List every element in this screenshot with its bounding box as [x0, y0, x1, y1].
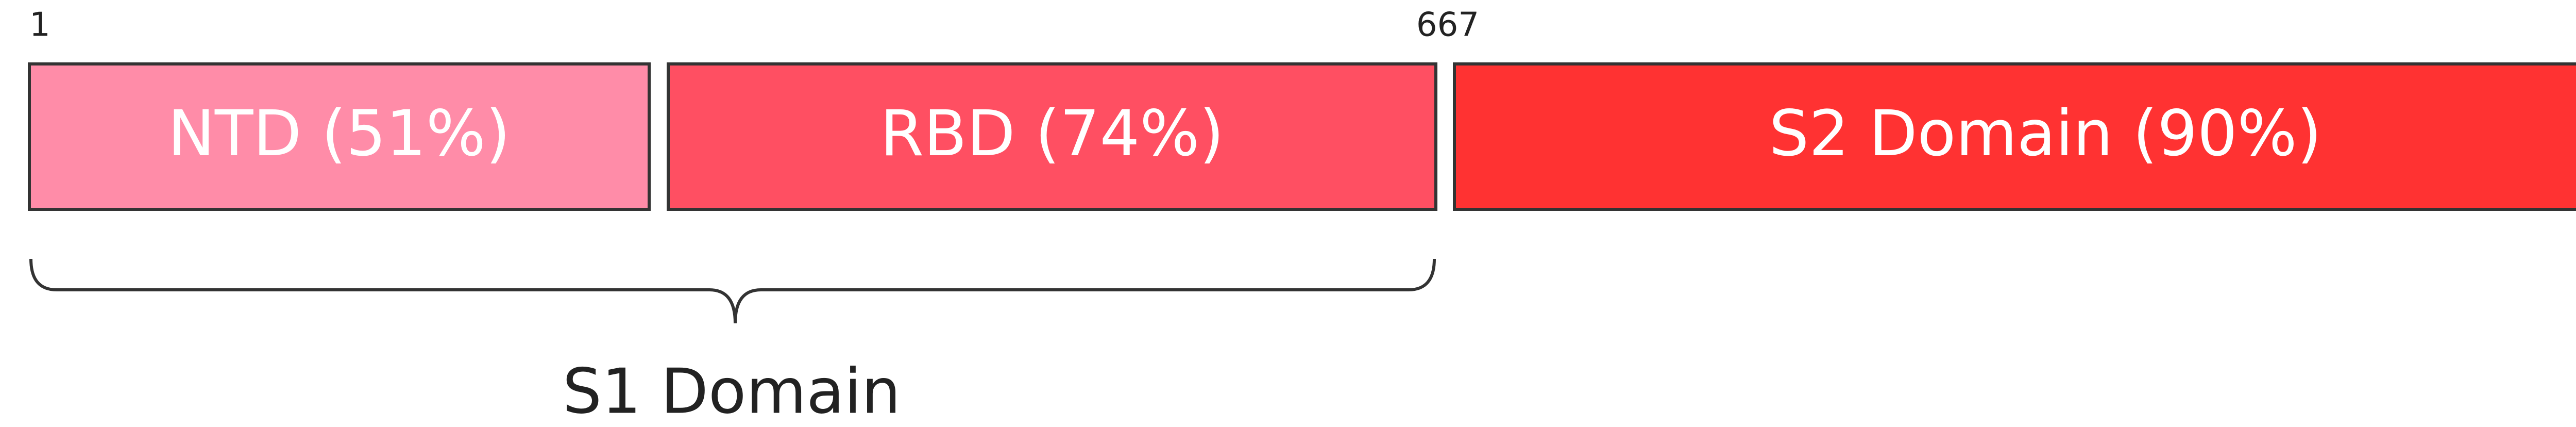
domain-box [667, 62, 1437, 211]
domain-label: NTD (51%) [168, 97, 511, 170]
group-brace [29, 258, 1436, 324]
domain-box [28, 62, 651, 211]
group-label: S1 Domain [563, 356, 901, 427]
domain-label: RBD (74%) [880, 97, 1224, 170]
domain-box [1453, 62, 2576, 211]
position-label: 667 [1416, 6, 1479, 44]
domain-label: S2 Domain (90%) [1769, 97, 2321, 170]
position-label: 1 [29, 6, 50, 44]
